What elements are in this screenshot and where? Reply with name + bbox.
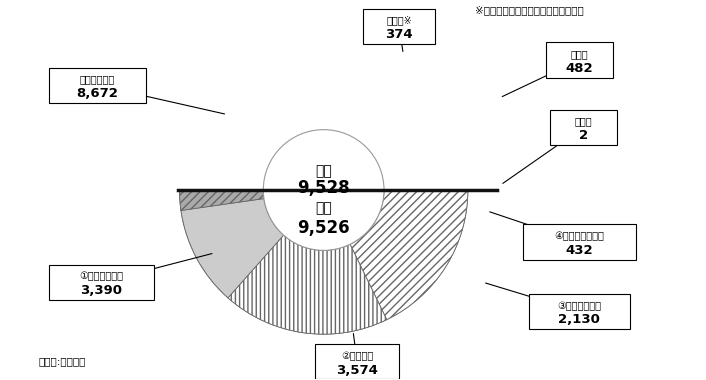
FancyBboxPatch shape xyxy=(546,43,613,78)
Text: ③減価償却費等: ③減価償却費等 xyxy=(557,301,602,311)
Text: ④企業債支払利息: ④企業債支払利息 xyxy=(554,231,604,241)
FancyBboxPatch shape xyxy=(522,224,636,260)
Text: 純利益: 純利益 xyxy=(575,116,592,126)
FancyBboxPatch shape xyxy=(550,109,617,145)
FancyBboxPatch shape xyxy=(316,344,399,380)
Text: ※水道事業の申込み時に徴収するお金: ※水道事業の申込み時に徴収するお金 xyxy=(474,6,583,16)
Text: 3,574: 3,574 xyxy=(336,364,378,377)
Text: 8,672: 8,672 xyxy=(76,87,119,100)
Wedge shape xyxy=(179,190,462,334)
Circle shape xyxy=(263,130,384,250)
Wedge shape xyxy=(181,199,284,298)
Text: 374: 374 xyxy=(385,28,413,41)
Text: 支出: 支出 xyxy=(316,201,332,215)
Text: 水道料金収入: 水道料金収入 xyxy=(80,74,115,84)
FancyBboxPatch shape xyxy=(364,9,435,44)
Text: （単位:百万円）: （単位:百万円） xyxy=(39,356,86,366)
Text: 9,528: 9,528 xyxy=(297,179,350,197)
Wedge shape xyxy=(382,200,466,230)
Text: 分担金※: 分担金※ xyxy=(386,16,412,26)
Wedge shape xyxy=(228,235,387,334)
Text: 2,130: 2,130 xyxy=(558,314,600,326)
FancyBboxPatch shape xyxy=(49,68,145,103)
Wedge shape xyxy=(350,190,468,320)
Text: 2: 2 xyxy=(579,129,588,142)
Text: ①維持管理経費: ①維持管理経費 xyxy=(80,271,124,281)
Wedge shape xyxy=(383,190,468,213)
Text: 482: 482 xyxy=(566,62,593,75)
Text: 3,390: 3,390 xyxy=(80,284,123,297)
FancyBboxPatch shape xyxy=(529,294,630,329)
Text: 9,526: 9,526 xyxy=(297,219,350,237)
Text: ②水購入費: ②水購入費 xyxy=(341,351,373,361)
Text: その他: その他 xyxy=(570,49,588,59)
FancyBboxPatch shape xyxy=(49,264,154,300)
Wedge shape xyxy=(179,190,264,211)
Text: 収入: 収入 xyxy=(316,165,332,179)
Text: 432: 432 xyxy=(566,244,593,257)
